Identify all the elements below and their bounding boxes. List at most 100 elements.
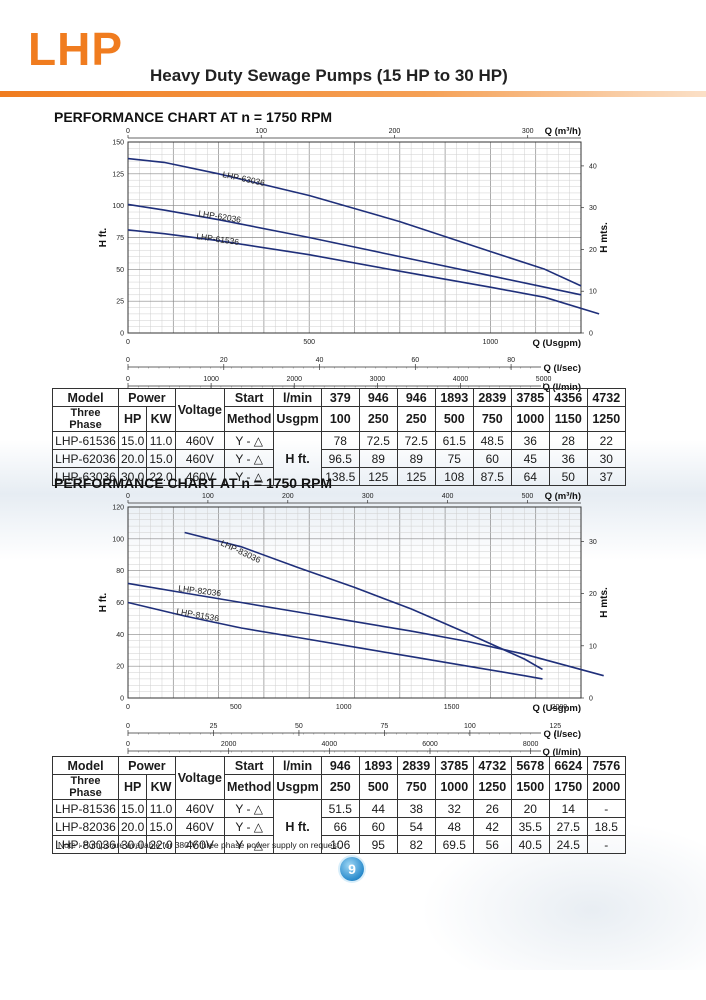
left-axis-tick-label: 20 — [116, 664, 124, 671]
header-usgpm: Usgpm — [273, 774, 322, 800]
performance-chart-2: 0 100 200 300 400 500 Q (m³/h)020406080100120H… — [98, 491, 610, 758]
curve-lhp-83036 — [184, 531, 543, 671]
head-value: 37 — [586, 467, 626, 486]
table-subheader-row: Three Phase HP KW Method Usgpm 100 250 250 500 75… — [52, 406, 626, 432]
lmin-value: 6624 — [548, 756, 588, 775]
brand-title: LHP — [28, 23, 123, 75]
top-axis-tick-label: 500 — [522, 493, 534, 500]
header-start: Start — [223, 388, 275, 407]
left-axis-tick-label: 75 — [116, 235, 124, 242]
power-hp: 30.0 — [117, 467, 148, 486]
bottom-axis-usgpm-label: Q (Usgpm) — [532, 338, 581, 349]
head-value: 40.5 — [510, 835, 550, 854]
page-subtitle: Heavy Duty Sewage Pumps (15 HP to 30 HP) — [150, 66, 508, 85]
right-axis-tick-label: 0 — [589, 696, 593, 703]
bottom-lmin-axis-label: Q (l/min) — [542, 747, 581, 758]
left-axis-tick-label: 0 — [120, 331, 124, 338]
head-value: 72.5 — [358, 431, 398, 450]
head-value: 72.5 — [396, 431, 436, 450]
top-axis-tick-label: 400 — [442, 493, 454, 500]
head-value: 50 — [548, 467, 588, 486]
header-hp: HP — [117, 774, 148, 800]
bottom-axis-usgpm-tick-label: 0 — [126, 339, 130, 346]
bottom-axis-usgpm-tick-label: 500 — [230, 704, 242, 711]
right-axis-tick-label: 40 — [589, 163, 597, 170]
left-axis-tick-label: 150 — [112, 140, 124, 147]
top-axis-label: Q (m³/h) — [545, 126, 581, 137]
head-value: 35.5 — [510, 817, 550, 836]
bottom-lmin-axis-tick-label: 2000 — [286, 376, 302, 383]
head-value: 20 — [510, 799, 550, 818]
right-axis-tick-label: 30 — [589, 539, 597, 546]
usgpm-value: 1750 — [548, 774, 588, 800]
head-value: 64 — [510, 467, 550, 486]
head-value: 18.5 — [586, 817, 626, 836]
head-value: 87.5 — [472, 467, 512, 486]
curve-lhp-63036 — [127, 157, 582, 287]
curve-lhp-82036 — [127, 582, 604, 677]
lmin-value: 3785 — [434, 756, 474, 775]
header-divider — [0, 91, 706, 97]
left-axis-tick-label: 125 — [112, 171, 124, 178]
left-axis-tick-label: 100 — [112, 536, 124, 543]
usgpm-value: 2000 — [586, 774, 626, 800]
power-kw: 22.0 — [146, 835, 176, 854]
usgpm-value: 250 — [358, 406, 398, 432]
right-axis-tick-label: 20 — [589, 591, 597, 598]
bottom-lsec-axis-label: Q (l/sec) — [544, 363, 582, 374]
bottom-lmin-axis-tick-label: 0 — [126, 376, 130, 383]
chart-title-2: PERFORMANCE CHART AT n = 1750 RPM — [54, 475, 333, 491]
start-method: Y - △ — [223, 431, 275, 450]
bottom-axis-usgpm-tick-label: 1500 — [444, 704, 460, 711]
voltage: 460V — [174, 817, 225, 836]
head-unit-label: H ft. — [273, 431, 322, 486]
start-method: Y - △ — [223, 467, 275, 486]
head-unit-label: H ft. — [273, 799, 322, 854]
table-row: LHP-81536 15.0 11.0 460V Y - △ H ft. 51.5 44 38 3… — [52, 799, 626, 854]
head-value: 44 — [358, 799, 398, 818]
head-value: 56 — [472, 835, 512, 854]
bottom-axis-usgpm-tick-label: 0 — [126, 704, 130, 711]
table-subheader-row: Three Phase HP KW Method Usgpm 250 500 750 1000 1… — [52, 774, 626, 800]
lmin-value: 4356 — [548, 388, 588, 407]
top-axis-tick-label: 100 — [255, 128, 267, 135]
header-power: Power — [118, 756, 176, 775]
voltage: 460V — [174, 799, 225, 818]
bottom-lsec-axis-tick-label: 40 — [316, 357, 324, 364]
top-axis-tick-label: 200 — [389, 128, 401, 135]
bottom-lmin-axis-tick-label: 8000 — [523, 741, 539, 748]
usgpm-value: 250 — [396, 406, 436, 432]
header-lmin: l/min — [273, 756, 322, 775]
header-voltage: Voltage — [174, 388, 225, 432]
voltage: 460V — [174, 835, 225, 854]
usgpm-value: 1250 — [472, 774, 512, 800]
usgpm-value: 250 — [320, 774, 360, 800]
bottom-lmin-axis-tick-label: 1000 — [203, 376, 219, 383]
left-axis-tick-label: 50 — [116, 267, 124, 274]
bottom-lmin-axis-label: Q (l/min) — [542, 382, 581, 393]
page-number-badge: 9 — [340, 857, 364, 881]
curve-lhp-61536 — [127, 229, 600, 315]
head-value: 32 — [434, 799, 474, 818]
model-name: LHP-82036 — [52, 817, 119, 836]
performance-table-2: Model Power Voltage Start l/min 946 1893 2839 37… — [52, 756, 626, 854]
lmin-value: 4732 — [472, 756, 512, 775]
left-axis-tick-label: 0 — [120, 696, 124, 703]
start-method: Y - △ — [223, 835, 275, 854]
left-axis-tick-label: 80 — [116, 568, 124, 575]
plot-frame — [127, 141, 582, 334]
power-hp: 20.0 — [117, 817, 148, 836]
bottom-lsec-axis-tick-label: 75 — [381, 723, 389, 730]
left-axis-label: H ft. — [98, 593, 109, 613]
power-kw: 22.0 — [146, 467, 176, 486]
head-value: - — [586, 799, 626, 818]
model-name: LHP-61536 — [52, 431, 119, 450]
bottom-axis-usgpm-tick-label: 500 — [303, 339, 315, 346]
power-kw: 11.0 — [146, 799, 176, 818]
head-value: 54 — [396, 817, 436, 836]
bottom-lsec-axis-tick-label: 20 — [220, 357, 228, 364]
head-value: 69.5 — [434, 835, 474, 854]
model-name: LHP-62036 — [52, 449, 119, 468]
header-model: Model — [52, 756, 119, 775]
head-value: 106 — [320, 835, 360, 854]
